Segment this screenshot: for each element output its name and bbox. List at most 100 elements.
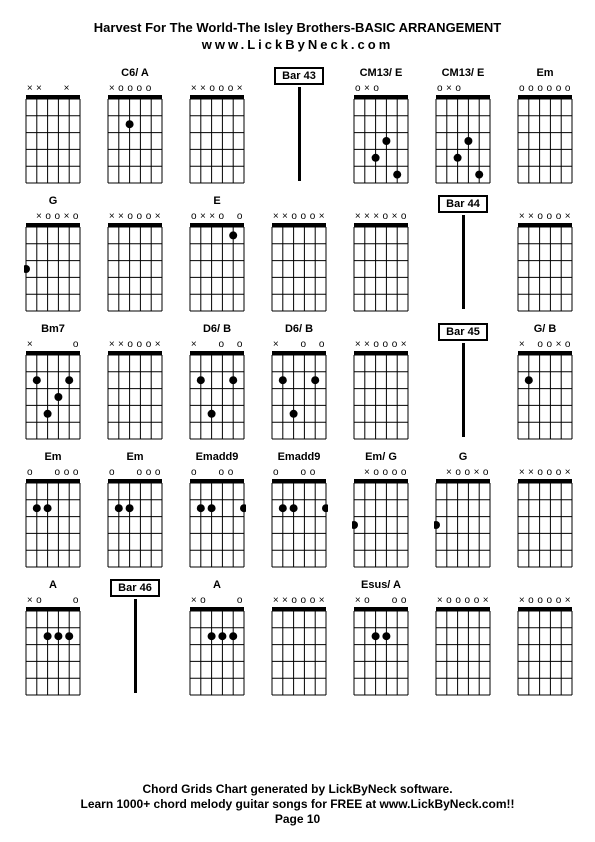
chord-diagram: Emoooo: [15, 451, 91, 571]
chord-diagram: Bm7 ×o: [15, 323, 91, 443]
chord-diagram: ×oooo×: [425, 579, 501, 699]
chord-diagram: Eo××oo: [179, 195, 255, 315]
chord-diagram: ××ooo×: [97, 195, 173, 315]
bar-label: Bar 46: [110, 579, 160, 597]
chord-label: Emadd9: [278, 451, 321, 465]
bar-label: Bar 44: [438, 195, 488, 213]
chord-diagram: Emoooo: [97, 451, 173, 571]
fretboard: [516, 349, 574, 443]
chord-label: [297, 195, 300, 209]
chord-diagram: G/ B ×oo×o: [507, 323, 583, 443]
fretboard: [24, 93, 82, 187]
bar-marker: Bar 44: [425, 195, 501, 315]
bar-label: Bar 43: [274, 67, 324, 85]
fretboard: [434, 605, 492, 699]
fretboard: [270, 349, 328, 443]
fretboard: [352, 605, 410, 699]
chord-label: G/ B: [534, 323, 557, 337]
chord-diagram: Em/ G ×oooo: [343, 451, 419, 571]
string-markers: ××ooo×: [354, 339, 408, 349]
chord-label: [461, 579, 464, 593]
chord-label: Esus/ A: [361, 579, 401, 593]
chord-diagram: ×oooo×: [507, 579, 583, 699]
chord-diagram: ××ooo×: [179, 67, 255, 187]
chord-label: [51, 67, 54, 81]
fretboard: [188, 477, 246, 571]
fretboard: [516, 221, 574, 315]
string-markers: ××ooo×: [108, 211, 162, 221]
fretboard: [106, 477, 164, 571]
chord-diagram: C6/ A×oooo: [97, 67, 173, 187]
fretboard: [24, 605, 82, 699]
fretboard: [516, 93, 574, 187]
fretboard: [24, 349, 82, 443]
fretboard: [106, 349, 164, 443]
chord-diagram: D6/ B ×oo: [261, 323, 337, 443]
chord-label: Em/ G: [365, 451, 397, 465]
string-markers: ×oo×o: [518, 339, 572, 349]
string-markers: o×o: [354, 83, 408, 93]
footer-line3: Page 10: [0, 812, 595, 826]
bar-divider: [134, 599, 137, 693]
string-markers: oooo: [108, 467, 162, 477]
chord-label: [543, 451, 546, 465]
chord-label: [543, 195, 546, 209]
string-markers: ×oo: [190, 595, 244, 605]
chord-label: [133, 323, 136, 337]
string-markers: ××ooo×: [272, 211, 326, 221]
chord-label: E: [213, 195, 220, 209]
fretboard: [352, 221, 410, 315]
fretboard: [352, 349, 410, 443]
fretboard: [352, 477, 410, 571]
chord-diagram: G×oo×o: [15, 195, 91, 315]
fretboard: [188, 93, 246, 187]
string-markers: ×oooo: [108, 83, 162, 93]
chord-diagram: CM13/ Eo×o: [425, 67, 501, 187]
fretboard: [188, 605, 246, 699]
chord-label: G: [459, 451, 468, 465]
fretboard: [106, 221, 164, 315]
string-markers: ×oooo×: [436, 595, 490, 605]
string-markers: ×oo: [26, 595, 80, 605]
fretboard: [24, 477, 82, 571]
chord-diagram: A×oo: [15, 579, 91, 699]
chord-diagram: ××ooo×: [507, 451, 583, 571]
fretboard: [24, 221, 82, 315]
fretboard: [352, 93, 410, 187]
chord-label: Bm7: [41, 323, 65, 337]
string-markers: ××ooo×: [272, 595, 326, 605]
fretboard: [270, 477, 328, 571]
chord-diagram: D6/ B×oo: [179, 323, 255, 443]
chord-label: D6/ B: [285, 323, 313, 337]
bar-divider: [298, 87, 301, 181]
fretboard: [106, 93, 164, 187]
string-markers: o×o: [436, 83, 490, 93]
string-markers: ×ooo: [354, 595, 408, 605]
chord-diagram: G×oo×o: [425, 451, 501, 571]
string-markers: o××oo: [190, 211, 244, 221]
chord-label: [215, 67, 218, 81]
chord-label: Em: [536, 67, 553, 81]
string-markers: ×o: [26, 339, 80, 349]
chord-diagram: Emadd9ooo: [261, 451, 337, 571]
bar-divider: [462, 343, 465, 437]
string-markers: ×oooo×: [518, 595, 572, 605]
footer-line1: Chord Grids Chart generated by LickByNec…: [0, 782, 595, 796]
string-markers: ××ooo×: [518, 211, 572, 221]
string-markers: ×oooo: [354, 467, 408, 477]
header: Harvest For The World-The Isley Brothers…: [15, 20, 580, 52]
chord-label: [379, 323, 382, 337]
string-markers: oooooo: [518, 83, 572, 93]
bar-marker: Bar 46: [97, 579, 173, 699]
footer: Chord Grids Chart generated by LickByNec…: [0, 781, 595, 827]
string-markers: ×oo: [272, 339, 326, 349]
chord-diagram: CM13/ E o×o: [343, 67, 419, 187]
chord-diagram: ××ooo×: [343, 323, 419, 443]
page-title: Harvest For The World-The Isley Brothers…: [15, 20, 580, 35]
fretboard: [434, 477, 492, 571]
chord-label: CM13/ E: [360, 67, 403, 81]
string-markers: ××ooo×: [190, 83, 244, 93]
string-markers: ×××o×o: [354, 211, 408, 221]
chord-label: [543, 579, 546, 593]
chord-diagram: ×××o×o: [343, 195, 419, 315]
